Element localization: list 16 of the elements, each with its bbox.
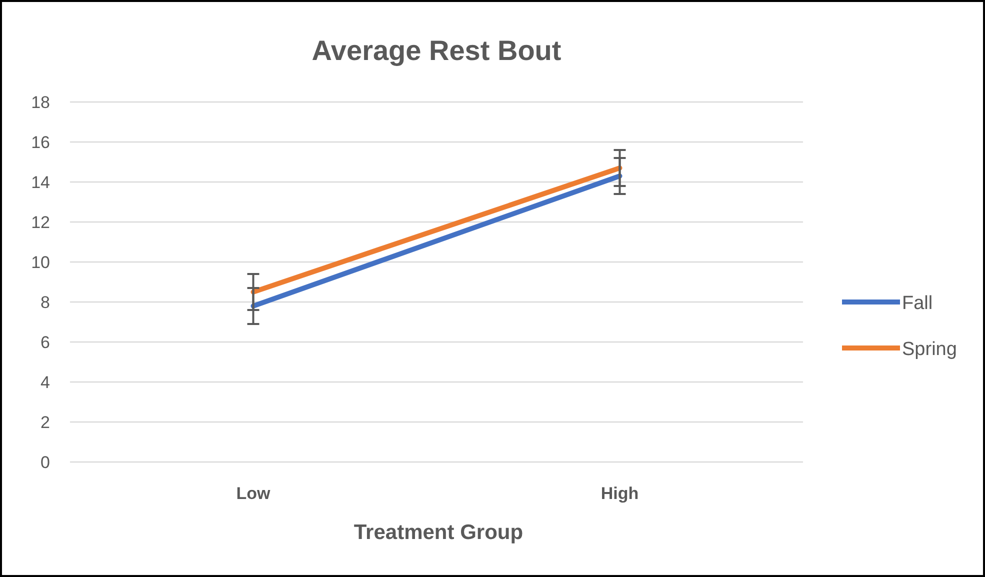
legend-label: Spring: [902, 339, 957, 360]
y-tick-label: 18: [31, 93, 50, 112]
y-tick-label: 2: [40, 413, 50, 432]
x-tick-label: Low: [236, 484, 272, 503]
y-tick-label: 4: [40, 373, 50, 392]
y-tick-label: 8: [40, 293, 50, 312]
x-axis-title: Treatment Group: [354, 521, 524, 544]
legend-label: Fall: [902, 293, 933, 314]
y-tick-label: 10: [31, 253, 50, 272]
y-tick-label: 16: [31, 133, 50, 152]
y-tick-label: 14: [31, 173, 50, 192]
chart-title: Average Rest Bout: [312, 35, 562, 66]
x-tick-label: High: [600, 484, 639, 503]
y-tick-label: 6: [40, 333, 50, 352]
y-tick-label: 12: [31, 213, 50, 232]
y-tick-label: 0: [40, 453, 50, 472]
